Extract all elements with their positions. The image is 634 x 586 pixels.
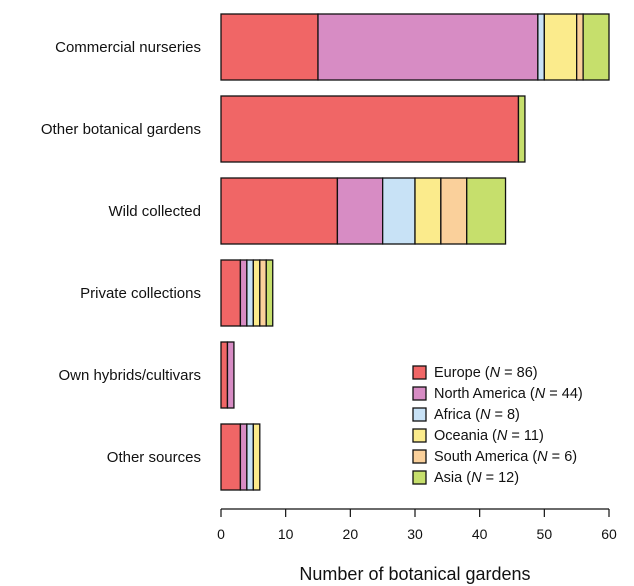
legend-swatch — [412, 365, 427, 380]
legend-paren: ( — [471, 407, 480, 423]
legend-paren-close: ) — [572, 449, 577, 465]
x-tick-label: 30 — [407, 526, 423, 542]
legend-n-value: 8 — [507, 407, 515, 423]
category-label: Own hybrids/cultivars — [58, 367, 201, 384]
legend-n-value: 6 — [564, 449, 572, 465]
legend-swatch — [412, 386, 427, 401]
x-tick-label: 40 — [472, 526, 488, 542]
bar-other-sources-africa — [246, 423, 254, 491]
legend-n-symbol: N — [497, 428, 508, 444]
bar-other-sources-oceania — [252, 423, 261, 491]
bar-wild-collected-oceania — [414, 177, 442, 245]
bar-private-collections-south-america — [259, 259, 267, 327]
category-label: Commercial nurseries — [55, 39, 201, 56]
legend-swatch — [412, 428, 427, 443]
x-tick-label: 50 — [537, 526, 553, 542]
legend-series-name: Asia — [434, 470, 463, 486]
legend-swatch — [412, 449, 427, 464]
bars-layer — [220, 13, 610, 491]
x-tick-label: 20 — [343, 526, 359, 542]
category-labels: Commercial nurseries Other botanical gard… — [41, 39, 201, 466]
legend-paren-close: ) — [533, 365, 538, 381]
legend-swatch — [412, 407, 427, 422]
bar-other-botanical-gardens-europe — [220, 95, 520, 163]
x-tick-label: 10 — [278, 526, 294, 542]
legend-label: Europe (N = 86) — [434, 365, 538, 381]
legend-paren: ( — [481, 365, 490, 381]
legend-label: Africa (N = 8) — [434, 407, 520, 423]
bar-wild-collected-asia — [466, 177, 507, 245]
legend-label: Asia (N = 12) — [434, 470, 519, 486]
x-axis-title: Number of botanical gardens — [299, 564, 530, 584]
bar-other-sources-europe — [220, 423, 242, 491]
bar-wild-collected-europe — [220, 177, 339, 245]
legend-n-symbol: N — [490, 365, 501, 381]
legend-swatch — [412, 470, 427, 485]
bar-private-collections-asia — [265, 259, 274, 327]
legend-series-name: North America — [434, 386, 527, 402]
legend-paren-close: ) — [539, 428, 544, 444]
legend-paren-close: ) — [514, 470, 519, 486]
bar-other-sources-north-america — [239, 423, 248, 491]
bar-commercial-nurseries-asia — [582, 13, 610, 81]
legend-label: North America (N = 44) — [434, 386, 583, 402]
legend-n-symbol: N — [537, 449, 548, 465]
legend-paren: ( — [528, 449, 537, 465]
bar-private-collections-europe — [220, 259, 242, 327]
legend: Europe (N = 86)North America (N = 44)Afr… — [412, 365, 583, 486]
legend-n-value: 11 — [524, 428, 539, 444]
bar-commercial-nurseries-north-america — [317, 13, 539, 81]
bar-commercial-nurseries-south-america — [576, 13, 584, 81]
bar-own-hybrids-cultivars-europe — [220, 341, 229, 409]
legend-paren: ( — [526, 386, 535, 402]
category-label: Private collections — [80, 285, 201, 302]
legend-n-symbol: N — [471, 470, 482, 486]
legend-label: Oceania (N = 11) — [434, 428, 544, 444]
x-tick-label: 60 — [601, 526, 617, 542]
category-label: Other botanical gardens — [41, 121, 201, 138]
bar-wild-collected-south-america — [440, 177, 468, 245]
legend-n-value: 44 — [562, 386, 578, 402]
bar-other-botanical-gardens-asia — [517, 95, 526, 163]
x-tick-label: 0 — [217, 526, 225, 542]
legend-equals: = — [507, 428, 524, 444]
legend-paren-close: ) — [578, 386, 583, 402]
category-label: Other sources — [107, 449, 201, 466]
legend-n-value: 86 — [517, 365, 533, 381]
legend-equals: = — [482, 470, 499, 486]
bar-commercial-nurseries-oceania — [543, 13, 578, 81]
bar-own-hybrids-cultivars-north-america — [226, 341, 235, 409]
legend-n-symbol: N — [480, 407, 491, 423]
bar-commercial-nurseries-africa — [537, 13, 545, 81]
bar-private-collections-oceania — [252, 259, 261, 327]
legend-series-name: Africa — [434, 407, 472, 423]
bar-wild-collected-africa — [382, 177, 416, 245]
legend-series-name: South America — [434, 449, 529, 465]
legend-equals: = — [548, 449, 565, 465]
bar-private-collections-north-america — [239, 259, 248, 327]
legend-series-name: Europe — [434, 365, 481, 381]
legend-series-name: Oceania — [434, 428, 489, 444]
legend-equals: = — [545, 386, 562, 402]
category-label: Wild collected — [108, 203, 201, 220]
bar-wild-collected-north-america — [336, 177, 384, 245]
legend-equals: = — [490, 407, 507, 423]
bar-private-collections-africa — [246, 259, 254, 327]
x-axis-ticks: 0 10 20 30 40 50 60 — [217, 509, 617, 542]
legend-n-symbol: N — [535, 386, 546, 402]
legend-paren-close: ) — [515, 407, 520, 423]
legend-equals: = — [500, 365, 517, 381]
legend-label: South America (N = 6) — [434, 449, 577, 465]
bar-commercial-nurseries-europe — [220, 13, 319, 81]
legend-n-value: 12 — [498, 470, 514, 486]
legend-paren: ( — [488, 428, 497, 444]
legend-paren: ( — [462, 470, 471, 486]
